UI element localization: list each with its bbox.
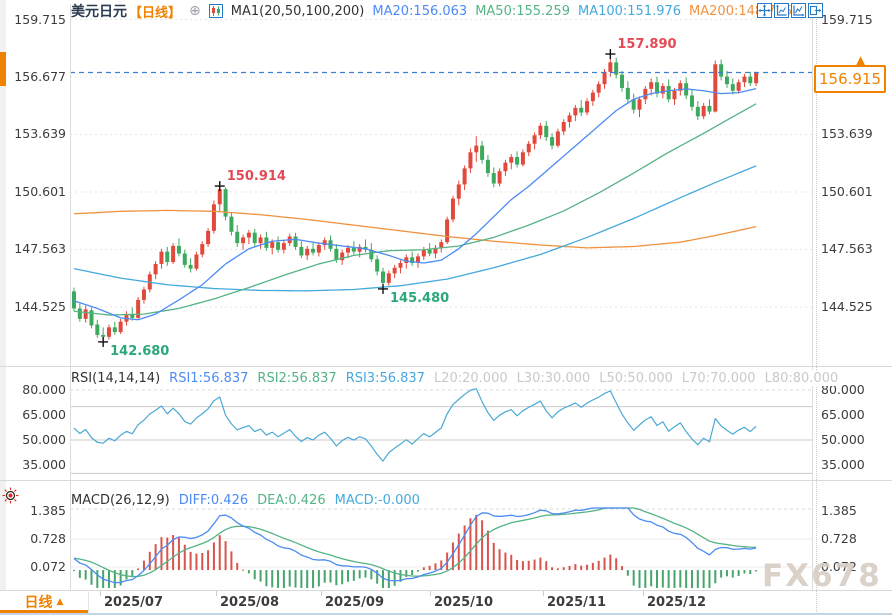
month-label: 2025/09 xyxy=(325,595,385,610)
ma50-readout: MA50:155.259 xyxy=(475,3,570,19)
macd-axis-label: 1.385 xyxy=(821,502,857,518)
rsi-l50-readout: L50:50.000 xyxy=(599,370,673,386)
month-tick xyxy=(100,591,101,596)
macd-diff-readout: DIFF:0.426 xyxy=(178,492,249,508)
rsi-l30-readout: L30:30.000 xyxy=(516,370,591,386)
macd-axis-label: 0.728 xyxy=(30,530,66,546)
macd-hist-readout: MACD:-0.000 xyxy=(334,492,420,508)
chart-header: 美元日元 【日线】 ⊕ MA1(20,50,100,200) MA20:156.… xyxy=(71,2,792,21)
price-annotation: 157.890 xyxy=(617,37,677,53)
current-price-value: 156.915 xyxy=(818,70,882,88)
macd-axis-label: 1.385 xyxy=(30,502,66,518)
price-annotation: 145.480 xyxy=(389,290,450,306)
price-up-arrow-icon: ▲ xyxy=(856,53,866,67)
main-rsi-separator xyxy=(0,366,892,367)
price-axis-label: 150.601 xyxy=(821,183,873,199)
rsi-axis-label: 35.000 xyxy=(821,457,865,472)
right-axis-dotted-line xyxy=(816,4,817,612)
rsi-axis-label: 50.000 xyxy=(22,432,66,447)
period-tag: 【日线】 xyxy=(129,5,182,21)
macd-axis-label: 0.728 xyxy=(821,530,857,546)
price-axis-label: 156.677 xyxy=(14,69,66,84)
left-scrollbar-track[interactable] xyxy=(0,0,6,590)
rsi2-readout: RSI2:56.837 xyxy=(257,370,337,386)
month-tick xyxy=(321,591,322,596)
rsi3-readout: RSI3:56.837 xyxy=(345,370,425,386)
month-label: 2025/08 xyxy=(220,595,280,610)
rsi-settings-label: RSI(14,14,14) xyxy=(71,370,161,386)
scale-x-axis-icon[interactable] xyxy=(791,3,806,18)
rsi-axis-label: 65.000 xyxy=(821,407,865,422)
tab-arrow-icon: ▲ xyxy=(56,597,64,607)
rsi-axis-label: 50.000 xyxy=(821,432,865,447)
macd-axis-separator xyxy=(0,590,892,591)
price-axis-label: 153.639 xyxy=(14,126,66,142)
ma-settings-label: MA1(20,50,100,200) xyxy=(230,3,365,19)
price-axis-label: 159.715 xyxy=(14,11,66,27)
macd-axis-label: 0.072 xyxy=(30,559,66,574)
rsi-axis-label: 80.000 xyxy=(22,382,66,397)
candlestick-chart-icon[interactable] xyxy=(208,4,223,18)
ma100-readout: MA100:151.976 xyxy=(577,3,682,19)
price-annotation: 142.680 xyxy=(110,343,170,359)
symbol-title: 美元日元 xyxy=(71,4,127,20)
month-label: 2025/12 xyxy=(647,595,707,610)
price-axis-label: 147.563 xyxy=(821,241,873,257)
month-label: 2025/10 xyxy=(434,595,494,610)
month-label: 2025/11 xyxy=(547,595,607,610)
tab-daily-label: 日线 xyxy=(24,595,53,611)
rsi1-readout: RSI1:56.837 xyxy=(169,370,249,386)
main-candlestick-panel[interactable] xyxy=(70,4,812,366)
price-annotation: 150.914 xyxy=(226,169,286,185)
macd-dea-readout: DEA:0.426 xyxy=(257,492,326,508)
price-axis-label: 144.525 xyxy=(14,298,66,314)
rsi-axis-label: 35.000 xyxy=(22,457,66,472)
month-label: 2025/07 xyxy=(104,595,164,610)
price-axis-label: 159.715 xyxy=(821,11,873,27)
month-tick xyxy=(430,591,431,596)
plot-right-border xyxy=(812,4,813,590)
watermark: FX678 xyxy=(762,558,882,594)
macd-settings-label: MACD(26,12,9) xyxy=(71,492,170,508)
month-tick xyxy=(543,591,544,596)
price-axis-label: 153.639 xyxy=(821,126,873,142)
month-tick xyxy=(216,591,217,596)
bottom-border xyxy=(0,613,892,615)
price-axis-label: 144.525 xyxy=(821,298,873,314)
alert-blink-icon[interactable] xyxy=(2,487,19,504)
rsi-l80-readout: L80:80.000 xyxy=(764,370,839,386)
rsi-macd-separator xyxy=(0,480,892,481)
rsi-axis-label: 65.000 xyxy=(22,407,66,422)
rsi-l70-readout: L70:70.000 xyxy=(681,370,756,386)
price-axis-label: 147.563 xyxy=(14,241,66,257)
scale-y-axis-icon[interactable] xyxy=(774,3,789,18)
macd-axis-label: 0.072 xyxy=(821,559,857,574)
ma20-readout: MA20:156.063 xyxy=(372,3,468,19)
time-axis: 2025/07 2025/08 2025/09 2025/10 2025/11 2025/… xyxy=(0,595,892,613)
tab-active-underline xyxy=(0,610,88,613)
macd-header: MACD(26,12,9) DIFF:0.426 DEA:0.426 MACD:… xyxy=(71,492,420,508)
rsi-panel[interactable] xyxy=(70,386,812,480)
current-price-label: 156.915 xyxy=(814,65,886,93)
chart-toolbar xyxy=(757,3,823,18)
rsi-l20-readout: L20:20.000 xyxy=(433,370,508,386)
rsi-header: RSI(14,14,14) RSI1:56.837 RSI2:56.837 RS… xyxy=(71,370,839,386)
pan-icon[interactable] xyxy=(757,3,772,18)
macd-panel[interactable] xyxy=(70,506,812,590)
plot-left-border xyxy=(70,4,71,590)
tab-daily[interactable]: 日线 ▲ xyxy=(0,592,89,612)
month-tick xyxy=(643,591,644,596)
add-compare-icon[interactable]: ⊕ xyxy=(189,3,201,19)
pop-out-icon[interactable] xyxy=(808,3,823,18)
price-axis-label: 150.601 xyxy=(14,183,66,199)
left-scrollbar-thumb[interactable] xyxy=(0,52,6,86)
